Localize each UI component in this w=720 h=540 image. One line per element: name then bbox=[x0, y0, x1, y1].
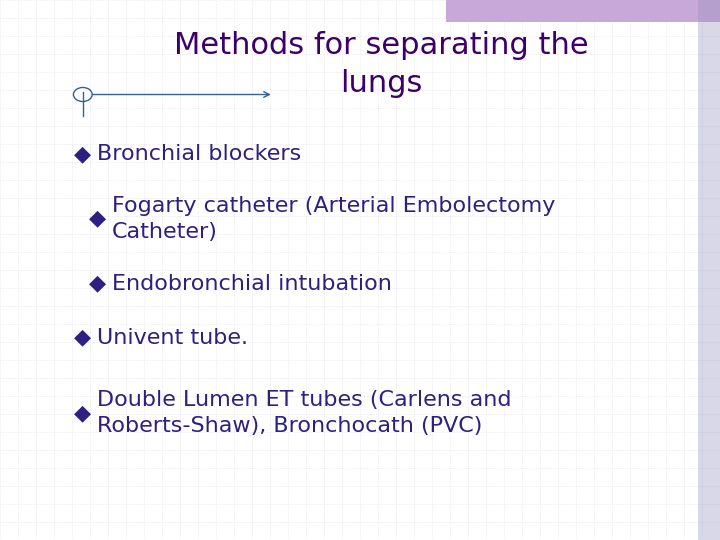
Text: Univent tube.: Univent tube. bbox=[97, 327, 248, 348]
Text: Bronchial blockers: Bronchial blockers bbox=[97, 144, 302, 164]
Text: ◆: ◆ bbox=[74, 144, 91, 164]
Text: Fogarty catheter (Arterial Embolectomy
Catheter): Fogarty catheter (Arterial Embolectomy C… bbox=[112, 195, 555, 242]
Bar bbox=[446, 0, 720, 22]
Text: ◆: ◆ bbox=[89, 208, 106, 229]
Bar bbox=[698, 0, 720, 540]
Text: Double Lumen ET tubes (Carlens and
Roberts-Shaw), Bronchocath (PVC): Double Lumen ET tubes (Carlens and Rober… bbox=[97, 390, 512, 436]
Text: ◆: ◆ bbox=[89, 273, 106, 294]
Text: Methods for separating the
lungs: Methods for separating the lungs bbox=[174, 31, 589, 98]
Text: Endobronchial intubation: Endobronchial intubation bbox=[112, 273, 392, 294]
Text: ◆: ◆ bbox=[74, 403, 91, 423]
Text: ◆: ◆ bbox=[74, 327, 91, 348]
